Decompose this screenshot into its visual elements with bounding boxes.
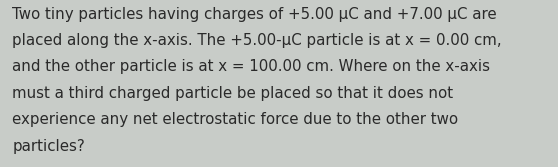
Text: experience any net electrostatic force due to the other two: experience any net electrostatic force d…	[12, 112, 459, 127]
Text: Two tiny particles having charges of +5.00 μC and +7.00 μC are: Two tiny particles having charges of +5.…	[12, 7, 497, 22]
Text: particles?: particles?	[12, 139, 85, 154]
Text: must a third charged particle be placed so that it does not: must a third charged particle be placed …	[12, 86, 454, 101]
Text: placed along the x-axis. The +5.00-μC particle is at x = 0.00 cm,: placed along the x-axis. The +5.00-μC pa…	[12, 33, 502, 48]
Text: and the other particle is at x = 100.00 cm. Where on the x-axis: and the other particle is at x = 100.00 …	[12, 59, 490, 74]
